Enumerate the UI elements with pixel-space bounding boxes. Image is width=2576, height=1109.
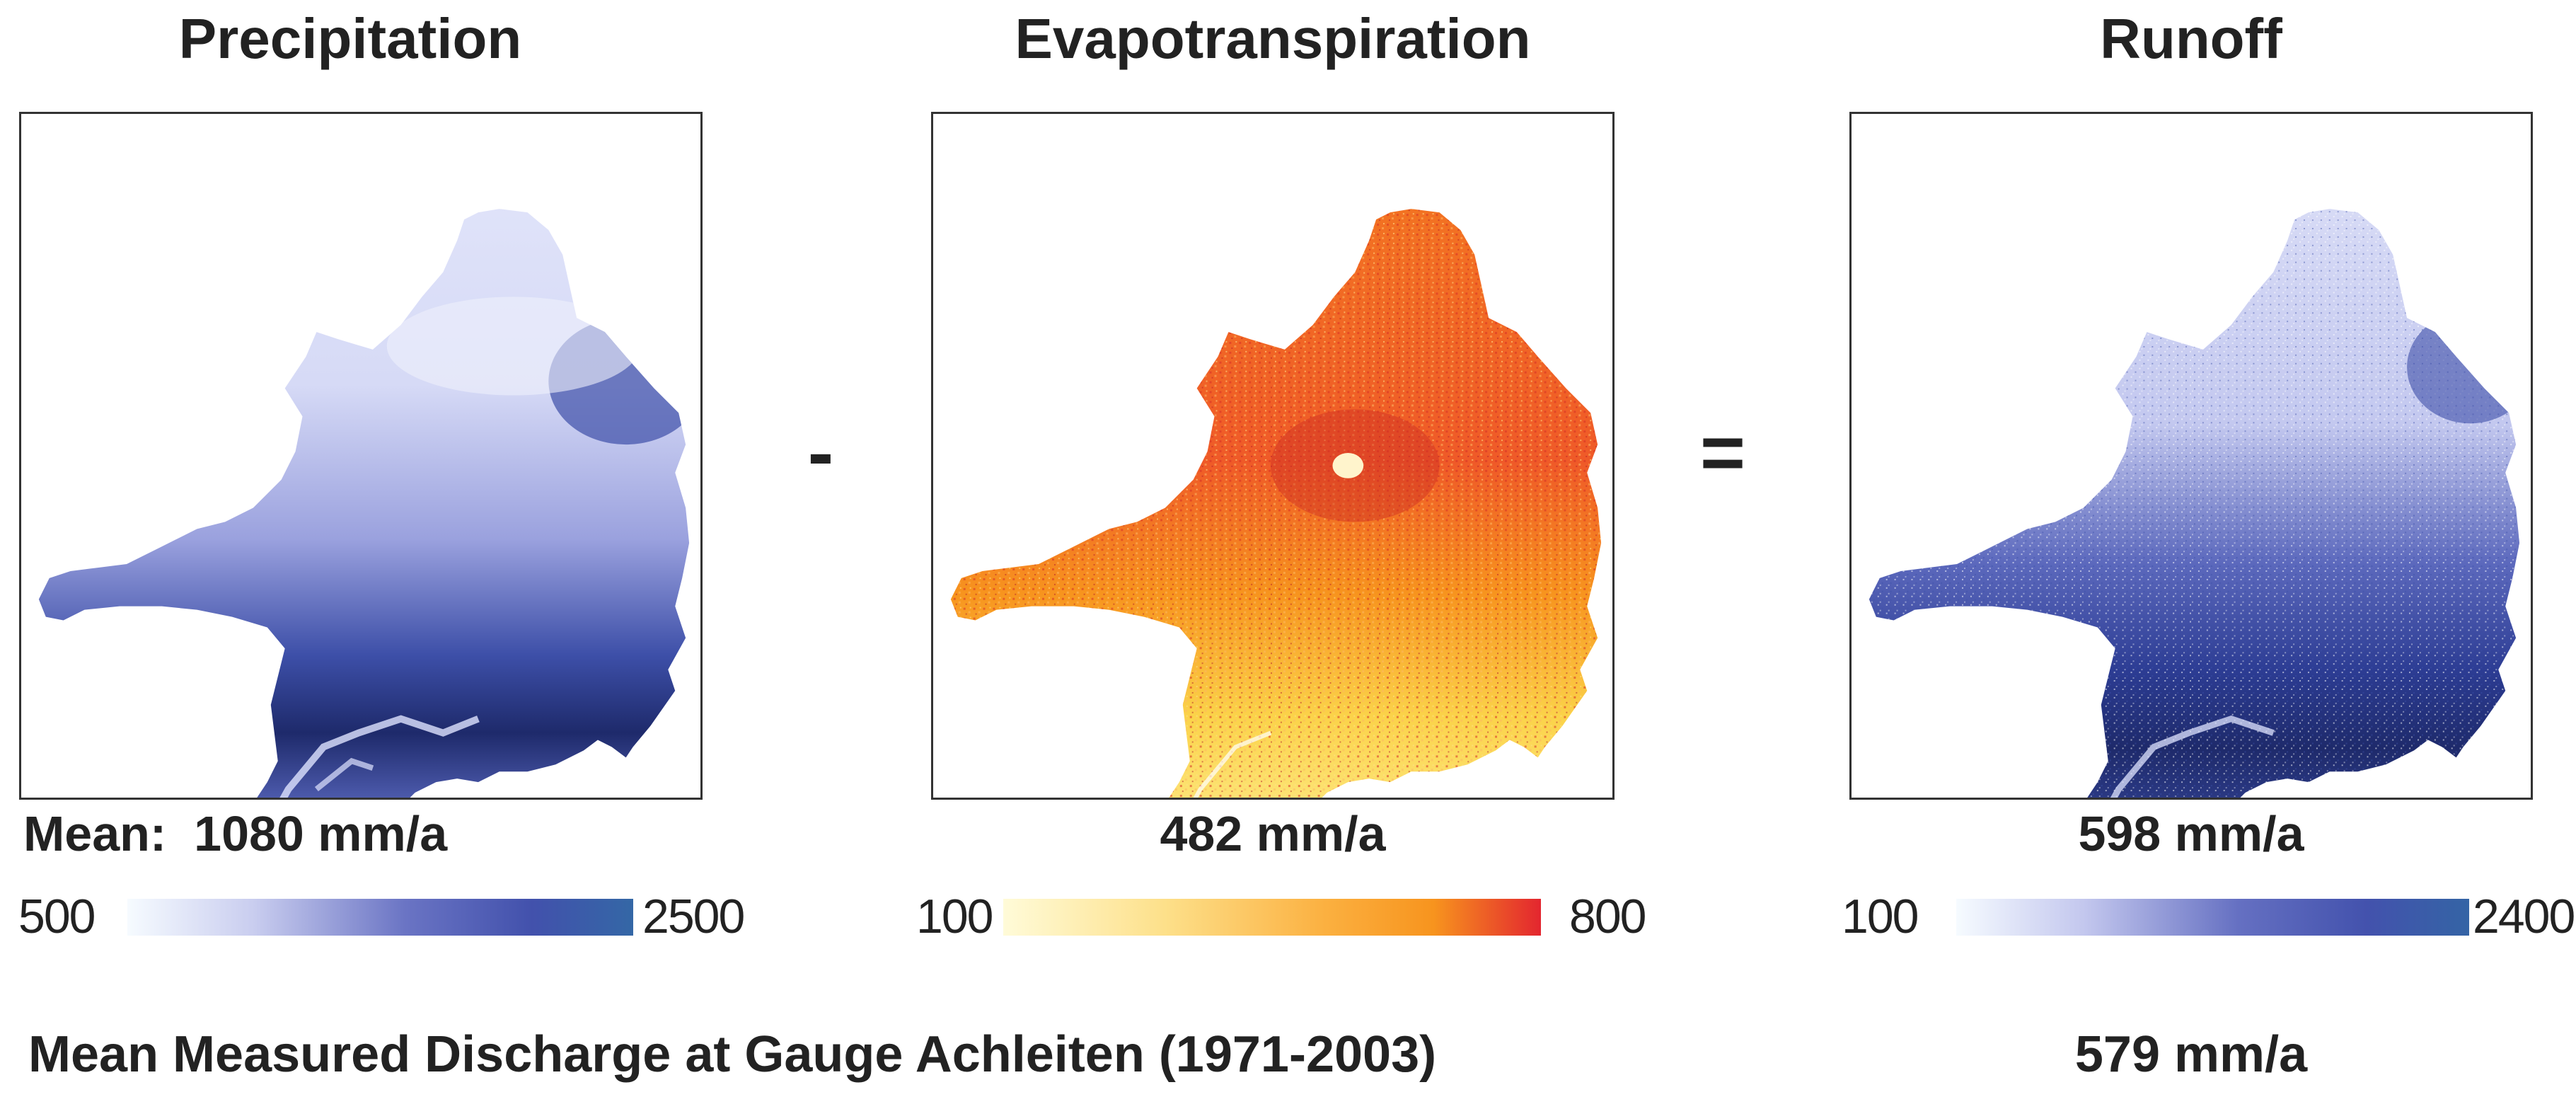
runoff-colorbar <box>1956 899 2469 936</box>
precipitation-map-graphic <box>38 209 690 798</box>
runoff-mean: 598 mm/a <box>2078 806 2304 861</box>
measured-discharge-label: Mean Measured Discharge at Gauge Achleit… <box>28 1026 1437 1083</box>
runoff-scale-min: 100 <box>1842 890 1919 943</box>
precipitation-colorbar <box>127 899 633 936</box>
precipitation-title: Precipitation <box>178 7 522 70</box>
precipitation-scale-max: 2500 <box>642 890 745 943</box>
runoff-map-graphic <box>1869 209 2520 798</box>
runoff-title: Runoff <box>2100 7 2282 70</box>
precipitation-map <box>19 112 703 800</box>
evapotranspiration-map-graphic <box>950 209 1602 798</box>
evapotranspiration-map <box>931 112 1615 800</box>
runoff-scale-max: 2400 <box>2473 890 2575 943</box>
measured-discharge-value: 579 mm/a <box>2074 1026 2308 1083</box>
precipitation-scale-min: 500 <box>18 890 96 943</box>
minus-operator: - <box>807 409 834 496</box>
evapotranspiration-scale-max: 800 <box>1569 890 1646 943</box>
equals-operator: = <box>1699 409 1746 496</box>
runoff-map <box>1849 112 2533 800</box>
evapotranspiration-colorbar <box>1003 899 1541 936</box>
evapotranspiration-title: Evapotranspiration <box>1015 7 1531 70</box>
evapotranspiration-scale-min: 100 <box>916 890 993 943</box>
precipitation-mean: Mean: 1080 mm/a <box>23 806 448 861</box>
evapotranspiration-mean: 482 mm/a <box>1160 806 1386 861</box>
